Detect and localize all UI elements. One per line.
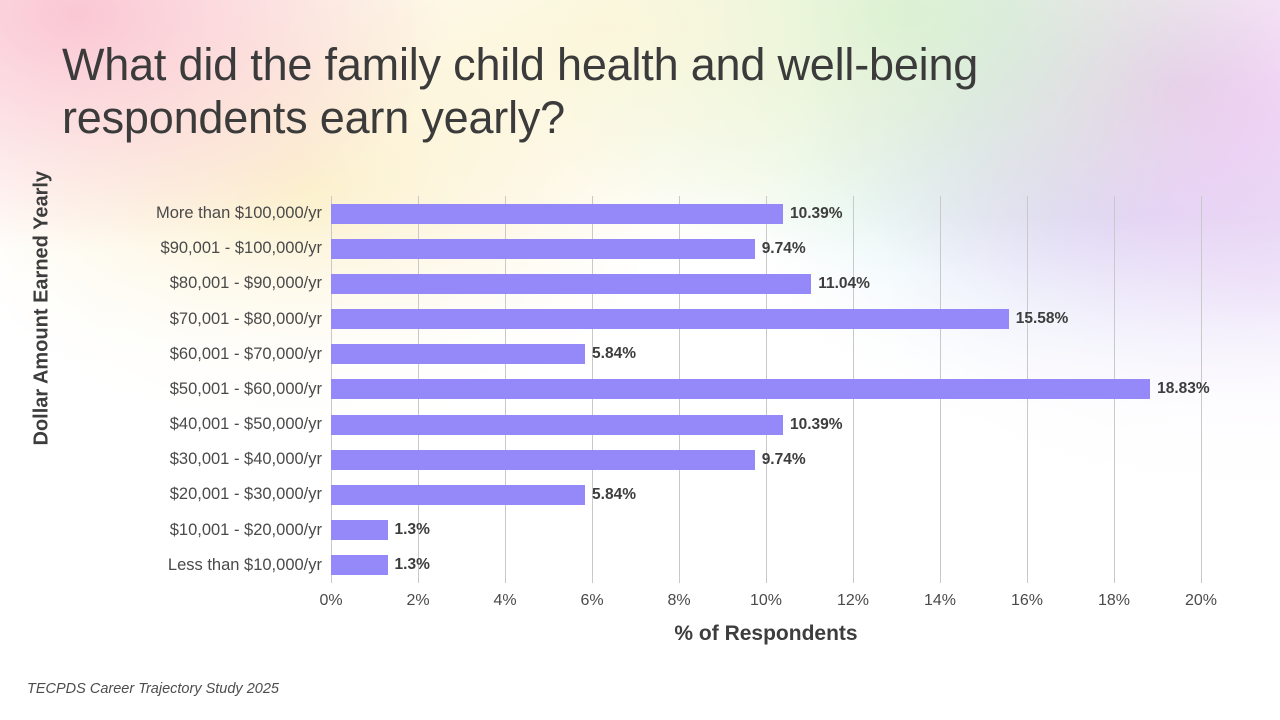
y-axis-tick-labels: More than $100,000/yr $90,001 - $100,000/… — [90, 196, 322, 583]
bar-row: 5.84% — [331, 477, 1201, 512]
bar-value-label: 15.58% — [1015, 310, 1069, 328]
y-axis-tick-label: $90,001 - $100,000/yr — [160, 239, 322, 258]
x-axis-tick-label: 0% — [319, 592, 343, 609]
bar-row: 10.39% — [331, 196, 1201, 231]
bar[interactable] — [331, 555, 388, 576]
x-axis-title: % of Respondents — [674, 622, 858, 645]
bar[interactable] — [331, 203, 783, 224]
x-axis-tick-label: 4% — [493, 592, 517, 609]
bar-value-label: 5.84% — [592, 486, 636, 504]
bar-row: 5.84% — [331, 337, 1201, 372]
x-axis-tick-label: 6% — [580, 592, 604, 609]
bar-row: 9.74% — [331, 442, 1201, 477]
y-axis-tick-label: $70,001 - $80,000/yr — [169, 309, 322, 328]
x-axis-tick-label: 16% — [1010, 592, 1044, 609]
bar[interactable] — [331, 379, 1151, 400]
bar[interactable] — [331, 238, 755, 259]
bar-row: 1.3% — [331, 513, 1201, 548]
bar[interactable] — [331, 414, 783, 435]
bar-value-label: 1.3% — [394, 521, 430, 539]
bar-value-label: 11.04% — [818, 274, 870, 292]
x-axis-tick-labels: 0% 2% 4% 6% 8% 10% 12% 14% 16% 18% 20% — [319, 592, 1217, 616]
source-footnote: TECPDS Career Trajectory Study 2025 — [27, 681, 279, 697]
bar-value-label: 9.74% — [761, 239, 806, 257]
bar-row: 18.83% — [331, 372, 1210, 407]
bar-value-label: 5.84% — [592, 345, 636, 363]
page-title: What did the family child health and wel… — [62, 39, 991, 143]
bar-value-label: 9.74% — [761, 450, 806, 468]
y-axis-tick-label: $80,001 - $90,000/yr — [169, 274, 322, 293]
bar-value-label: 18.83% — [1157, 380, 1210, 398]
bar-value-label: 10.39% — [789, 415, 843, 433]
y-axis-tick-label: $60,001 - $70,000/yr — [169, 344, 322, 363]
bar-value-label: 1.3% — [394, 556, 430, 574]
y-axis-tick-label: $40,001 - $50,000/yr — [169, 415, 322, 434]
x-axis-tick-label: 20% — [1184, 592, 1218, 609]
bar-row: 10.39% — [331, 407, 1201, 442]
bar[interactable] — [331, 273, 812, 294]
y-axis-tick-label: $50,001 - $60,000/yr — [169, 379, 322, 398]
y-axis-tick-label: $30,001 - $40,000/yr — [169, 450, 322, 469]
bar-value-label: 10.39% — [789, 204, 843, 222]
x-axis-tick-label: 12% — [836, 592, 870, 609]
bar-row: 11.04% — [331, 266, 1201, 301]
bar[interactable] — [331, 309, 1009, 330]
bar[interactable] — [331, 485, 586, 506]
y-axis-tick-label: $10,001 - $20,000/yr — [169, 520, 322, 539]
bar[interactable] — [331, 344, 586, 365]
gridline — [1201, 196, 1202, 583]
bar-row: 1.3% — [331, 548, 1201, 583]
x-axis-tick-label: 8% — [667, 592, 691, 609]
bar[interactable] — [331, 449, 755, 470]
x-axis-tick-label: 18% — [1097, 592, 1131, 609]
x-axis-tick-label: 14% — [923, 592, 957, 609]
bar-row: 9.74% — [331, 231, 1201, 266]
bar-row: 15.58% — [331, 302, 1201, 337]
y-axis-title: Dollar Amount Earned Yearly — [30, 170, 53, 446]
x-axis-tick-label: 2% — [406, 592, 430, 609]
plot-area: 10.39% 9.74% 11.04% 15.58% 5.84% 18.83% 10.39%… — [331, 196, 1210, 583]
bar[interactable] — [331, 520, 388, 541]
y-axis-tick-label: $20,001 - $30,000/yr — [169, 485, 322, 504]
x-axis-tick-label: 10% — [749, 592, 783, 609]
y-axis-tick-label: More than $100,000/yr — [155, 204, 322, 222]
y-axis-tick-label: Less than $10,000/yr — [167, 555, 322, 574]
